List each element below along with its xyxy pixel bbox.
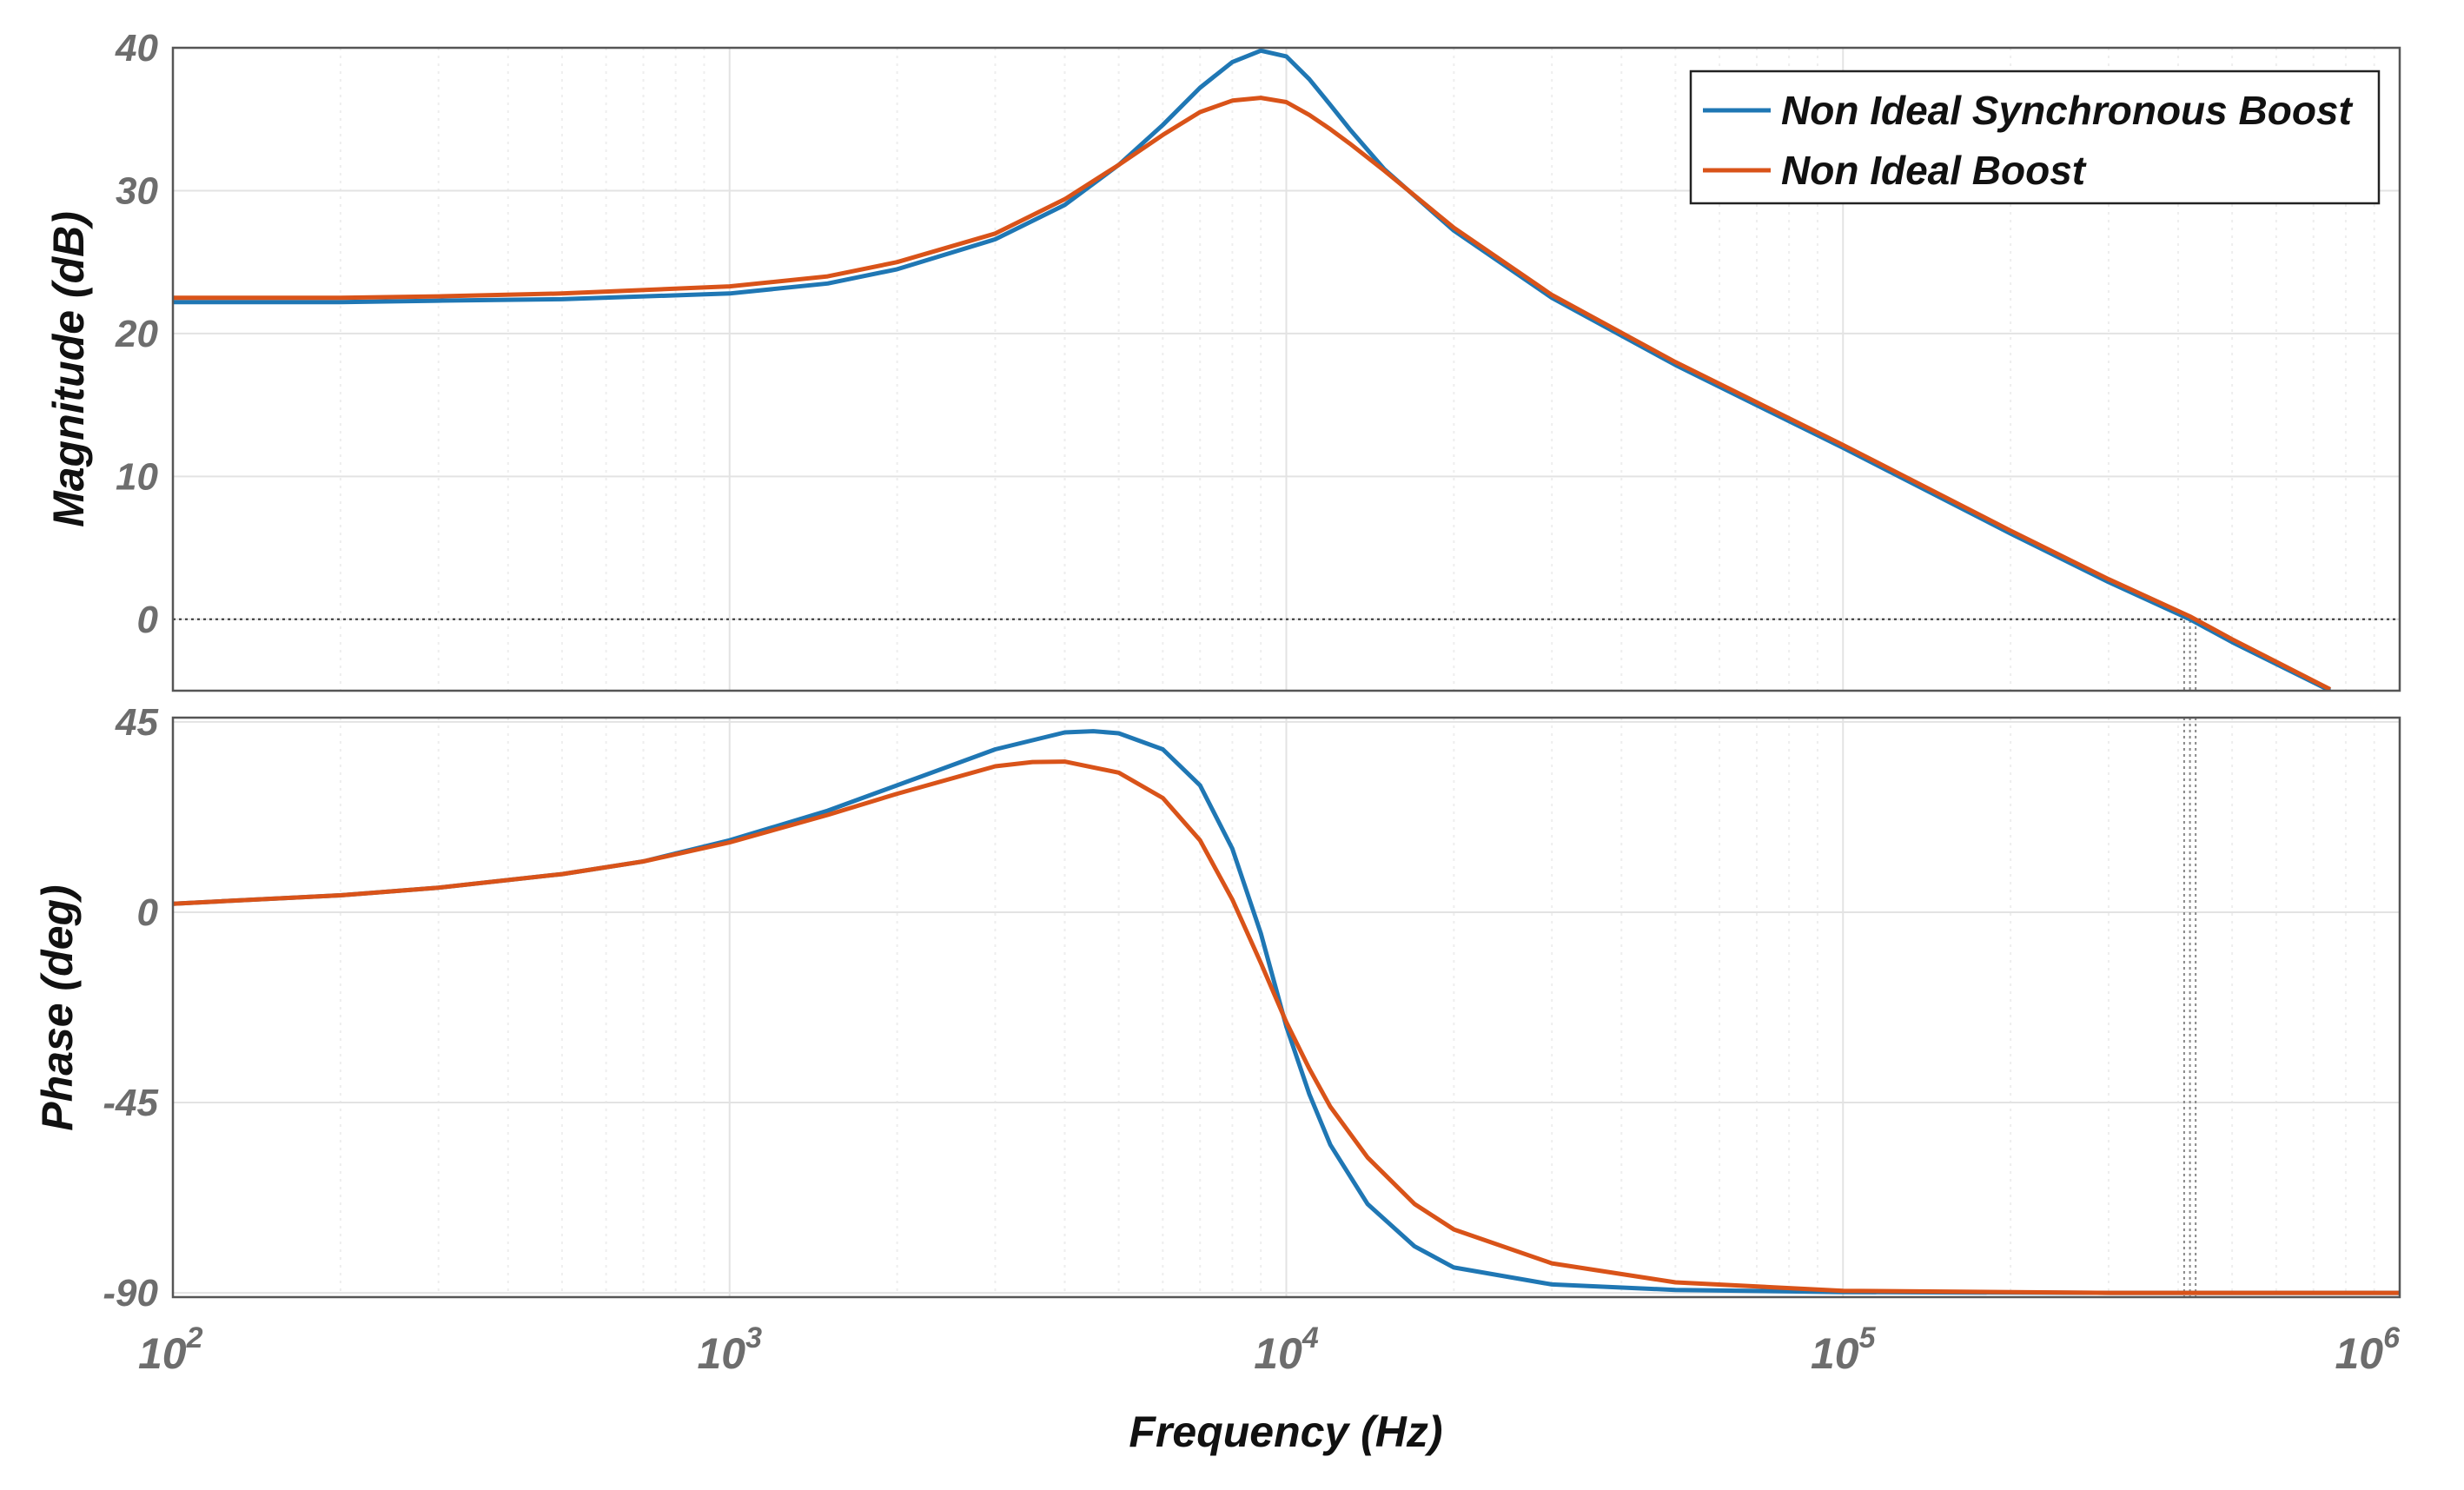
magnitude-y-tick-label: 20	[115, 313, 158, 355]
frequency-tick-label: 106	[2335, 1321, 2401, 1378]
magnitude-y-tick-labels: 0 10 20 30 40	[115, 27, 158, 641]
phase-y-tick-label: -90	[103, 1272, 158, 1315]
frequency-axis-label: Frequency (Hz)	[1129, 1407, 1442, 1456]
phase-line-boost	[173, 759, 2400, 1295]
phase-y-tick-label: 45	[115, 701, 158, 744]
phase-axes-frame	[171, 716, 2401, 1299]
frequency-tick-label: 105	[1811, 1321, 1877, 1378]
frequency-tick-labels: 102 103 104 105 106	[138, 1321, 2401, 1378]
frequency-tick-label: 102	[138, 1321, 203, 1378]
magnitude-line-boost	[173, 96, 2332, 691]
phase-panel: -90 -45 0 45 102 103 104 105 106 Phase (deg) Fr…	[33, 701, 2401, 1456]
phase-y-tick-label: 0	[137, 891, 159, 934]
frequency-tick-label: 104	[1254, 1321, 1319, 1378]
magnitude-series	[173, 48, 2332, 691]
legend-box	[1689, 70, 2381, 205]
magnitude-y-tick-label: 10	[116, 455, 158, 498]
legend: Non Ideal Synchronous Boost Non Ideal Bo…	[1689, 70, 2381, 205]
phase-grid	[173, 718, 2400, 1297]
legend-entry-boost: Non Ideal Boost	[1781, 148, 2087, 193]
magnitude-grid	[173, 47, 2400, 691]
magnitude-y-tick-label: 40	[115, 27, 158, 70]
phase-axis-label: Phase (deg)	[33, 884, 82, 1130]
magnitude-axis-label: Magnitude (dB)	[44, 211, 93, 527]
phase-y-tick-labels: -90 -45 0 45	[103, 701, 158, 1315]
magnitude-panel: 0 10 20 30 40 Magnitude (dB) Non Ideal Synch…	[44, 27, 2401, 692]
phase-y-tick-label: -45	[103, 1082, 158, 1124]
magnitude-line-synchronous-boost	[173, 48, 2332, 691]
frequency-tick-label: 103	[697, 1321, 762, 1378]
magnitude-y-tick-label: 30	[116, 169, 158, 212]
legend-entry-synchronous-boost: Non Ideal Synchronous Boost	[1781, 88, 2354, 133]
magnitude-y-tick-label: 0	[137, 599, 159, 641]
magnitude-axes-frame	[171, 46, 2401, 692]
phase-series	[173, 729, 2400, 1295]
